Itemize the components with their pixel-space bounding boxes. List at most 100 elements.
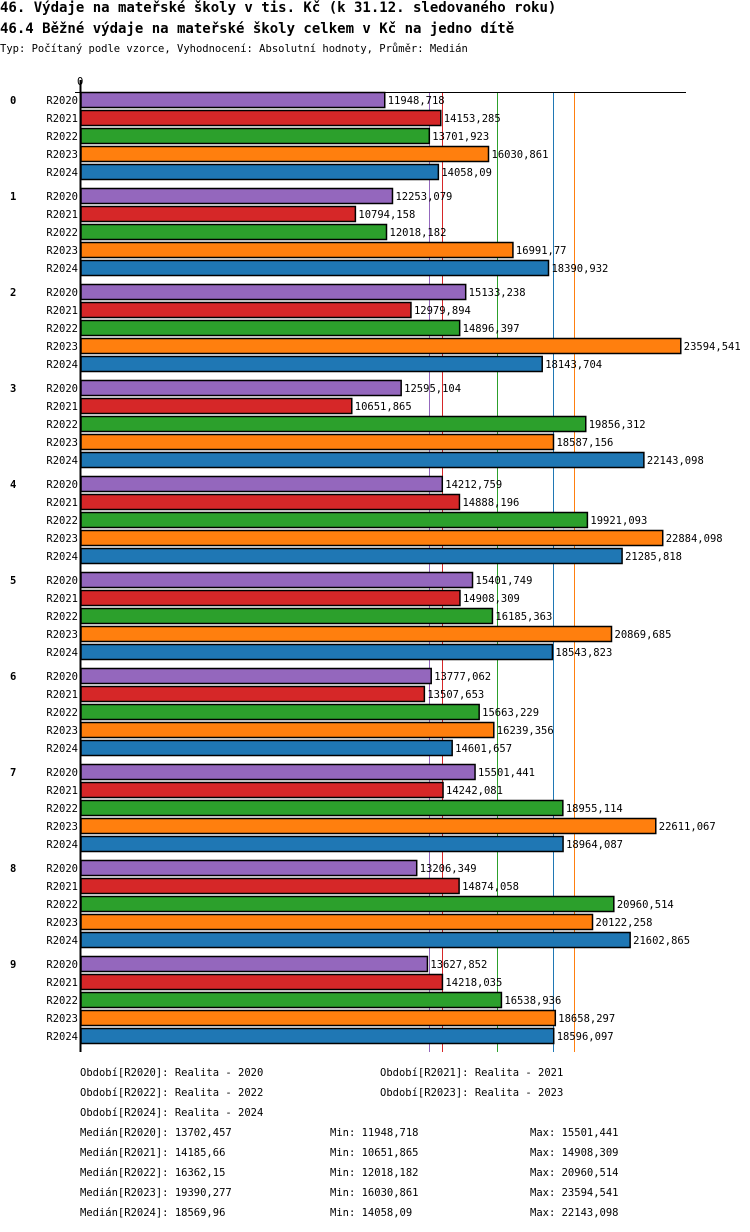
bar-value-label: 18143,704	[545, 359, 602, 371]
stat-max: Max: 20960,514	[530, 1167, 619, 1179]
bar-value-label: 14058,09	[441, 167, 492, 179]
bar	[80, 91, 386, 109]
bar	[80, 991, 503, 1009]
bar-value-label: 19921,093	[590, 515, 647, 527]
bar-value-label: 15663,229	[482, 707, 539, 719]
series-label: R2020	[46, 959, 78, 971]
bar	[80, 493, 461, 511]
series-label: R2022	[46, 803, 78, 815]
stat-median: Medián[R2021]: 14185,66	[80, 1147, 226, 1159]
bar-value-label: 16185,363	[495, 611, 552, 623]
period-legend-r2020: Období[R2020]: Realita - 2020	[80, 1067, 264, 1079]
bar	[80, 529, 664, 547]
bar	[80, 781, 444, 799]
bar-value-label: 18587,156	[556, 437, 613, 449]
bar	[80, 931, 631, 949]
stat-min: Min: 16030,861	[330, 1187, 419, 1199]
series-label: R2023	[46, 437, 78, 449]
bar-value-label: 16991,77	[516, 245, 567, 257]
series-label: R2022	[46, 323, 78, 335]
series-label: R2022	[46, 707, 78, 719]
period-legend-r2024: Období[R2024]: Realita - 2024	[80, 1107, 264, 1119]
bar	[80, 859, 418, 877]
bar	[80, 973, 444, 991]
bar	[80, 319, 461, 337]
bar	[80, 913, 594, 931]
series-label: R2021	[46, 689, 78, 701]
bar-value-label: 18658,297	[558, 1013, 615, 1025]
category-label: 6	[10, 671, 16, 683]
bar-value-label: 14601,657	[455, 743, 512, 755]
series-label: R2022	[46, 515, 78, 527]
series-label: R2023	[46, 629, 78, 641]
bar	[80, 625, 613, 643]
bar-value-label: 14218,035	[445, 977, 502, 989]
series-label: R2021	[46, 497, 78, 509]
bar	[80, 355, 543, 373]
period-legend-r2023: Období[R2023]: Realita - 2023	[380, 1087, 564, 1099]
bar	[80, 145, 490, 163]
series-label: R2024	[46, 167, 78, 179]
bar-value-label: 18955,114	[566, 803, 623, 815]
chart-info: Typ: Počítaný podle vzorce, Vyhodnocení:…	[0, 43, 468, 55]
bar	[80, 589, 461, 607]
series-label: R2020	[46, 575, 78, 587]
stat-max: Max: 15501,441	[530, 1127, 619, 1139]
stat-min: Min: 14058,09	[330, 1207, 413, 1219]
bar-value-label: 13701,923	[432, 131, 489, 143]
series-label: R2020	[46, 479, 78, 491]
chart-subtitle: 46.4 Běžné výdaje na mateřské školy celk…	[0, 21, 515, 37]
category-label: 2	[10, 287, 16, 299]
series-label: R2022	[46, 995, 78, 1007]
bar-value-label: 20122,258	[596, 917, 653, 929]
bar-value-label: 20869,685	[615, 629, 672, 641]
bar	[80, 163, 440, 181]
bar-value-label: 15401,749	[476, 575, 533, 587]
bar-value-label: 12979,894	[414, 305, 471, 317]
bar	[80, 283, 467, 301]
bar	[80, 127, 431, 145]
period-legend-r2022: Období[R2022]: Realita - 2022	[80, 1087, 264, 1099]
category-label: 4	[10, 479, 16, 491]
bar-value-label: 18390,932	[551, 263, 608, 275]
bar	[80, 511, 589, 529]
bar-chart: 00R202011948,718R202114153,285R202213701…	[10, 76, 741, 1052]
bar-value-label: 22143,098	[647, 455, 704, 467]
bar	[80, 835, 564, 853]
series-label: R2024	[46, 551, 78, 563]
series-label: R2021	[46, 593, 78, 605]
bar-value-label: 13206,349	[420, 863, 477, 875]
bar-value-label: 14212,759	[445, 479, 502, 491]
bar-value-label: 18964,087	[566, 839, 623, 851]
bar	[80, 571, 474, 589]
series-label: R2021	[46, 881, 78, 893]
series-label: R2022	[46, 899, 78, 911]
bar	[80, 607, 494, 625]
stat-max: Max: 14908,309	[530, 1147, 619, 1159]
stat-median: Medián[R2022]: 16362,15	[80, 1167, 226, 1179]
series-label: R2024	[46, 455, 78, 467]
bar	[80, 667, 432, 685]
series-label: R2021	[46, 785, 78, 797]
bar-value-label: 14888,196	[462, 497, 519, 509]
bar	[80, 109, 442, 127]
series-label: R2024	[46, 359, 78, 371]
bar-value-label: 21602,865	[633, 935, 690, 947]
bar-value-label: 12595,104	[404, 383, 461, 395]
bar	[80, 643, 554, 661]
bar	[80, 1027, 555, 1045]
stat-min: Min: 12018,182	[330, 1167, 419, 1179]
stat-min: Min: 11948,718	[330, 1127, 419, 1139]
bar-value-label: 18596,097	[557, 1031, 614, 1043]
series-label: R2023	[46, 533, 78, 545]
series-label: R2020	[46, 671, 78, 683]
bar-value-label: 16239,356	[497, 725, 554, 737]
series-label: R2023	[46, 917, 78, 929]
bar	[80, 379, 402, 397]
bar	[80, 475, 444, 493]
category-label: 8	[10, 863, 16, 875]
bar	[80, 397, 353, 415]
bar	[80, 433, 555, 451]
series-label: R2020	[46, 287, 78, 299]
series-label: R2021	[46, 977, 78, 989]
